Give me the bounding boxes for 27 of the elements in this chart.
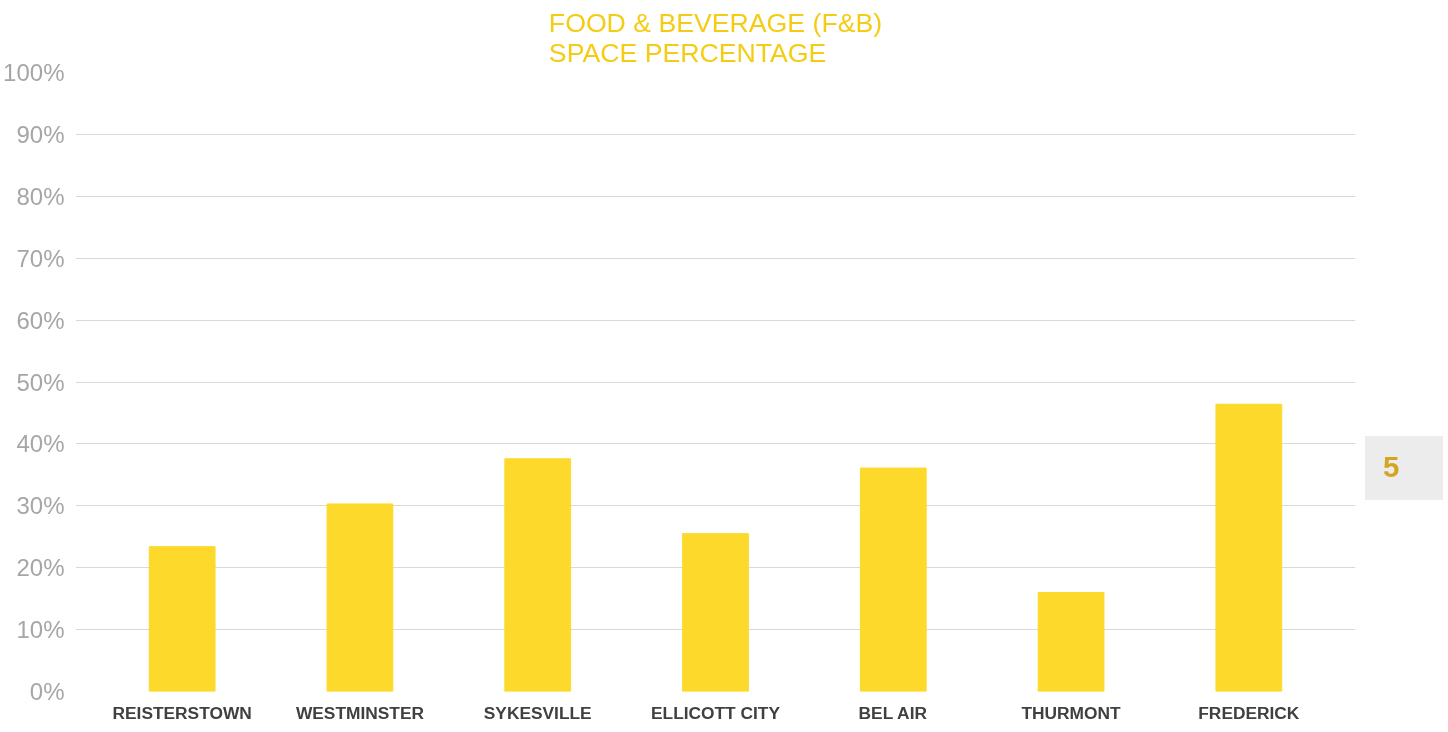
x-tick-label: WESTMINSTER <box>295 702 425 723</box>
y-tick-label: 70% <box>16 244 65 272</box>
bar <box>682 533 749 692</box>
y-tick-label: 100% <box>3 59 65 86</box>
y-tick-label: 80% <box>16 182 65 210</box>
x-tick-label: REISTERSTOWN <box>112 702 252 723</box>
bar <box>504 458 572 692</box>
text: 5 <box>1383 449 1400 485</box>
y-tick-label: 40% <box>16 430 65 458</box>
x-tick-label: SYKESVILLE <box>483 702 592 723</box>
y-tick-label: 0% <box>29 678 65 705</box>
bar <box>326 503 394 692</box>
y-tick-label: 60% <box>16 306 65 334</box>
x-tick-label: ELLICOTT CITY <box>651 702 781 723</box>
bar <box>1037 591 1105 692</box>
y-tick-label: 50% <box>16 368 65 396</box>
x-tick-label: BEL AIR <box>858 702 928 723</box>
x-tick-label: FREDERICK <box>1198 702 1300 723</box>
y-tick-label: 90% <box>16 120 65 148</box>
bar <box>859 467 927 692</box>
y-tick-label: 10% <box>16 616 65 644</box>
x-tick-label: THURMONT <box>1021 702 1122 723</box>
y-tick-label: 30% <box>16 492 65 520</box>
bar <box>1215 403 1283 692</box>
y-tick-label: 20% <box>16 554 65 582</box>
bar <box>148 546 216 692</box>
chart-title: FOOD & BEVERAGE (F&B) SPACE PERCENTAGE <box>548 7 883 68</box>
